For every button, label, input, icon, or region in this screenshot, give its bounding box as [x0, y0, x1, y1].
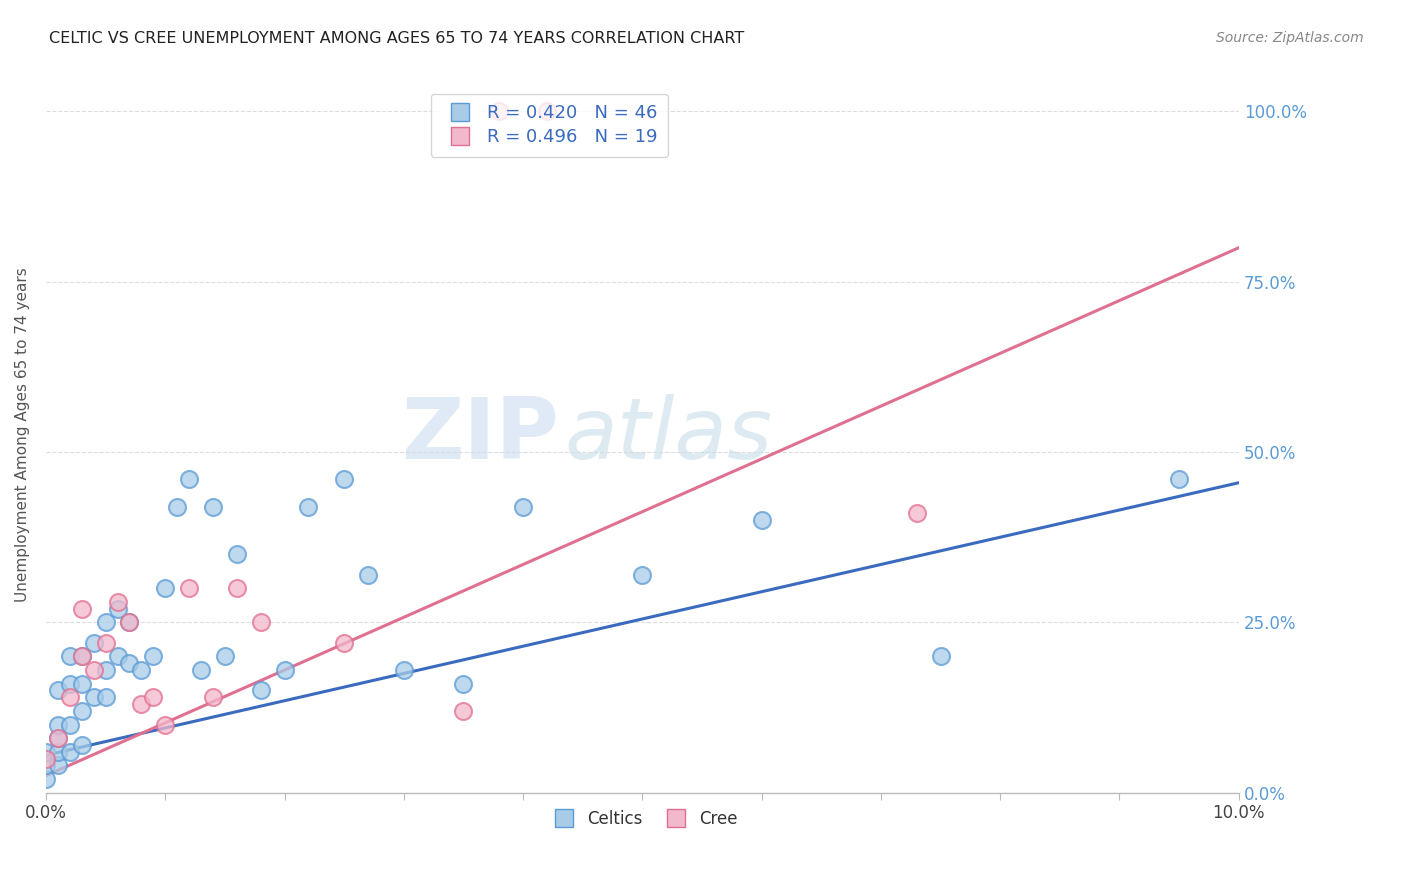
Point [297, 500, 319, 514]
Point [1168, 472, 1191, 486]
Point [70, 704, 93, 718]
Point [59, 690, 82, 705]
Point [190, 663, 212, 677]
Point [70, 649, 93, 664]
Point [107, 649, 129, 664]
Text: ZIP: ZIP [401, 393, 558, 476]
Point [751, 513, 773, 527]
Point [249, 615, 271, 630]
Point [201, 500, 224, 514]
Point [512, 500, 534, 514]
Point [488, 104, 510, 119]
Point [142, 649, 165, 664]
Point [225, 582, 247, 596]
Point [131, 663, 153, 677]
Point [929, 649, 952, 664]
Point [214, 649, 236, 664]
Point [46, 731, 69, 746]
Point [142, 690, 165, 705]
Point [35, 758, 58, 772]
Text: atlas: atlas [565, 393, 773, 476]
Point [59, 649, 82, 664]
Point [46, 683, 69, 698]
Point [118, 615, 141, 630]
Point [70, 649, 93, 664]
Point [357, 567, 380, 582]
Point [46, 758, 69, 772]
Point [70, 601, 93, 615]
Point [225, 547, 247, 561]
Text: Source: ZipAtlas.com: Source: ZipAtlas.com [1216, 31, 1364, 45]
Point [94, 615, 117, 630]
Point [35, 751, 58, 765]
Point [94, 690, 117, 705]
Point [70, 676, 93, 690]
Point [273, 663, 295, 677]
Point [392, 663, 415, 677]
Point [118, 657, 141, 671]
Point [107, 601, 129, 615]
Point [166, 500, 188, 514]
Point [46, 731, 69, 746]
Point [155, 582, 177, 596]
Point [179, 472, 201, 486]
Point [201, 690, 224, 705]
Point [59, 676, 82, 690]
Point [59, 717, 82, 731]
Point [35, 745, 58, 759]
Point [83, 690, 105, 705]
Point [333, 472, 356, 486]
Point [249, 683, 271, 698]
Point [453, 704, 475, 718]
Point [46, 745, 69, 759]
Point [59, 745, 82, 759]
Legend: Celtics, Cree: Celtics, Cree [540, 803, 744, 834]
Point [631, 567, 654, 582]
Point [94, 636, 117, 650]
Point [118, 615, 141, 630]
Point [333, 636, 356, 650]
Point [46, 717, 69, 731]
Point [70, 738, 93, 752]
Text: CELTIC VS CREE UNEMPLOYMENT AMONG AGES 65 TO 74 YEARS CORRELATION CHART: CELTIC VS CREE UNEMPLOYMENT AMONG AGES 6… [49, 31, 744, 46]
Y-axis label: Unemployment Among Ages 65 to 74 years: Unemployment Among Ages 65 to 74 years [15, 268, 30, 602]
Point [83, 636, 105, 650]
Point [179, 582, 201, 596]
Point [536, 104, 558, 119]
Point [131, 697, 153, 711]
Point [905, 507, 928, 521]
Point [35, 772, 58, 786]
Point [155, 717, 177, 731]
Point [94, 663, 117, 677]
Point [107, 595, 129, 609]
Point [453, 676, 475, 690]
Point [83, 663, 105, 677]
